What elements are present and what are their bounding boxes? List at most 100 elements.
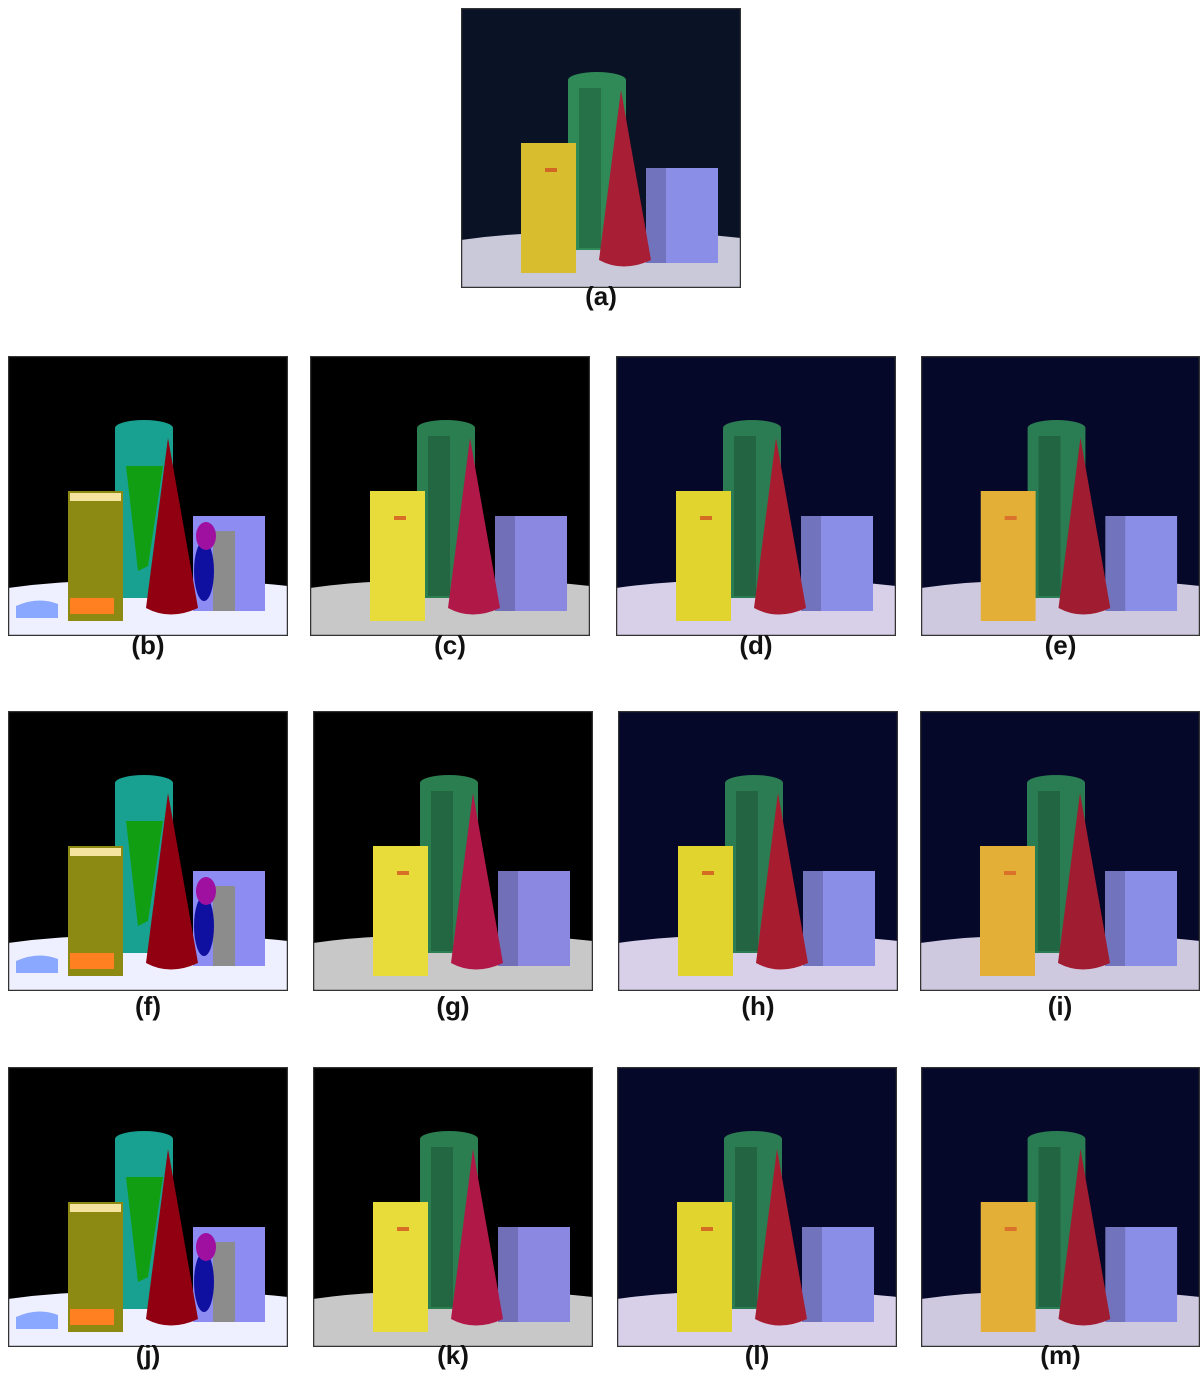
image-panel-l [617,1067,897,1347]
blue-box [803,871,875,966]
caption-j: (j) [135,1340,161,1370]
yellow-top-region [70,848,121,856]
blue-box [801,516,873,611]
panel-border [313,1067,593,1347]
caption-e: (e) [1044,630,1077,660]
blue-region [194,1252,214,1312]
blue-box [646,168,718,263]
yellow-block [677,1202,732,1332]
image-panel-d [616,356,896,636]
caption-a: (a) [585,281,617,311]
scene-image [8,711,288,991]
image-panel-f [8,711,288,991]
red-cone [1058,1149,1111,1326]
image-panel-j [8,1067,288,1347]
red-cone [146,793,198,970]
red-cone [451,1149,503,1326]
blue-box [1105,516,1178,611]
yellow-block [373,846,428,976]
blue-region [194,896,214,956]
caption-h: (h) [741,991,775,1021]
orange-region [70,953,114,969]
panel-border [8,356,288,636]
green-region [126,821,163,926]
panel-border [461,8,741,288]
caption-m: (m) [1040,1340,1081,1370]
orange-region [70,1309,114,1325]
red-cone [146,438,198,615]
box-shadow-region [213,1242,235,1322]
yellow-block [676,491,731,621]
image-panel-a [461,8,741,288]
red-cone [451,793,503,970]
image-panel-b [8,356,288,636]
yellow-block [521,143,576,273]
image-panel-c [310,356,590,636]
caption-b: (b) [131,630,165,660]
yellow-block [980,491,1036,621]
light-blue-region [16,955,58,973]
panel-border [8,1067,288,1347]
scene-image [921,356,1200,636]
scene-image [921,1067,1200,1347]
blue-box [498,1227,570,1322]
red-cone [448,438,500,615]
yellow-block [678,846,733,976]
yellow-block [373,1202,428,1332]
panel-border [8,711,288,991]
light-blue-region [16,600,58,618]
caption-i: (i) [1047,991,1073,1021]
red-cone [754,438,806,615]
scene-image [313,711,593,991]
blue-box [1105,1227,1178,1322]
scene-image [618,711,898,991]
red-cone [1058,793,1110,970]
green-region [126,466,163,571]
image-panel-i [920,711,1200,991]
green-region [126,1177,163,1282]
caption-d: (d) [739,630,773,660]
red-cone [599,90,651,267]
blue-box [495,516,567,611]
orange-region [70,598,114,614]
scene-image [617,1067,897,1347]
scene-image [920,711,1200,991]
yellow-top-region [70,493,121,501]
panel-border [313,711,593,991]
red-cone [755,1149,807,1326]
caption-f: (f) [135,991,161,1021]
yellow-top-region [70,1204,121,1212]
box-shadow-region [213,531,235,611]
panel-border [617,1067,897,1347]
scene-image [8,356,288,636]
yellow-block [370,491,425,621]
caption-l: (l) [744,1340,770,1370]
red-cone [756,793,808,970]
image-panel-k [313,1067,593,1347]
caption-k: (k) [437,1340,469,1370]
scene-image [310,356,590,636]
panel-border [310,356,590,636]
scene-image [8,1067,288,1347]
yellow-block [980,1202,1036,1332]
image-panel-m [921,1067,1200,1347]
magenta-region [196,877,216,905]
image-panel-e [921,356,1200,636]
blue-region [194,541,214,601]
blue-box [1105,871,1177,966]
magenta-region [196,1233,216,1261]
caption-c: (c) [434,630,466,660]
panel-border [618,711,898,991]
scene-image [461,8,741,288]
box-shadow-region [213,886,235,966]
panel-border [616,356,896,636]
scene-image [313,1067,593,1347]
magenta-region [196,522,216,550]
image-panel-g [313,711,593,991]
blue-box [802,1227,874,1322]
blue-box [498,871,570,966]
red-cone [1058,438,1111,615]
caption-g: (g) [436,991,470,1021]
light-blue-region [16,1311,58,1329]
image-panel-h [618,711,898,991]
